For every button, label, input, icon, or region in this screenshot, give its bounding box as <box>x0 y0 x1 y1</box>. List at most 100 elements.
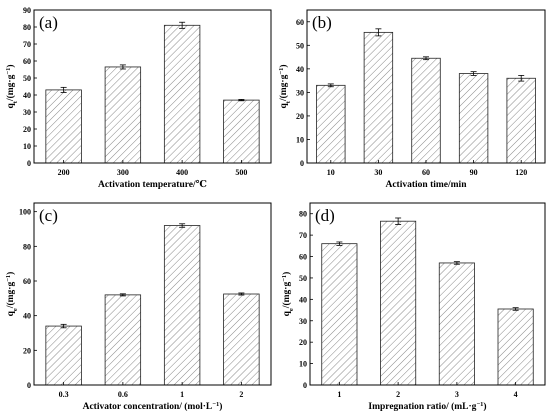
x-axis-title: Activation time/min <box>385 180 467 190</box>
y-tick-label: 20 <box>296 112 304 121</box>
bar <box>497 308 534 386</box>
y-tick-label: 0 <box>300 159 304 168</box>
y-tick-label: 20 <box>23 346 31 355</box>
y-tick-label: 20 <box>23 125 31 134</box>
y-tick-label: 70 <box>23 40 31 49</box>
error-bar <box>119 64 126 70</box>
error-bar <box>470 71 477 76</box>
error-bar <box>336 241 343 246</box>
y-axis-title: qt/(mg·g−1) <box>5 65 19 109</box>
error-bar <box>238 99 245 102</box>
error-bar <box>238 292 245 296</box>
y-tick-label: 10 <box>23 142 31 151</box>
y-tick-label: 50 <box>296 41 304 50</box>
error-bar <box>119 293 126 297</box>
bar <box>363 31 394 164</box>
x-tick-label: 0.3 <box>59 390 69 399</box>
plot-frame <box>306 9 546 164</box>
y-tick-label: 30 <box>296 88 304 97</box>
y-tick-label: 80 <box>23 23 31 32</box>
y-tick-label: 30 <box>299 317 307 326</box>
chart-panel-a: 200 300 400 500 0 10 20 30 40 50 60 70 80 90 (a) Activa… <box>5 6 272 190</box>
bar <box>321 243 358 386</box>
y-tick-label: 40 <box>23 312 31 321</box>
error-bar <box>512 307 519 311</box>
y-tick-label: 0 <box>27 159 31 168</box>
bar <box>104 294 142 386</box>
bar <box>45 89 82 164</box>
bar <box>506 77 536 164</box>
y-tick-label: 60 <box>23 57 31 66</box>
x-tick-label: 400 <box>176 168 188 177</box>
bar <box>223 293 260 386</box>
y-tick-label: 20 <box>299 338 307 347</box>
x-tick-label: 2 <box>396 390 400 399</box>
x-tick-label: 1 <box>180 390 184 399</box>
x-axis-title: Impregnation ratio/ (mL·g−1) <box>368 401 486 413</box>
error-bar <box>395 217 402 225</box>
y-tick-label: 50 <box>23 74 31 83</box>
y-tick-label: 40 <box>299 295 307 304</box>
panel-label: (d) <box>315 206 335 225</box>
x-tick-label: 500 <box>235 168 247 177</box>
error-bar <box>327 83 334 88</box>
error-bar <box>518 75 525 82</box>
x-tick-label: 60 <box>422 168 430 177</box>
y-tick-label: 0 <box>303 381 307 390</box>
x-tick-label: 30 <box>374 168 382 177</box>
x-tick-label: 4 <box>514 390 518 399</box>
error-bar <box>423 56 429 61</box>
panel-label: (b) <box>312 13 332 32</box>
error-bar <box>60 86 67 93</box>
bar <box>104 66 142 164</box>
y-tick-label: 70 <box>299 231 307 240</box>
y-tick-label: 80 <box>23 242 31 251</box>
bar <box>223 99 260 164</box>
y-tick-label: 60 <box>23 277 31 286</box>
error-bar <box>179 21 186 29</box>
bar <box>316 84 346 164</box>
y-tick-label: 30 <box>23 108 31 117</box>
y-tick-label: 50 <box>299 274 307 283</box>
bar <box>411 57 441 164</box>
y-tick-label: 90 <box>23 6 31 15</box>
error-bar <box>60 323 67 329</box>
error-bar <box>179 223 186 228</box>
plot-frame <box>33 202 272 386</box>
plot-frame <box>309 202 546 386</box>
error-bar <box>375 28 382 37</box>
x-tick-label: 0.6 <box>118 390 128 399</box>
x-tick-label: 3 <box>455 390 459 399</box>
bar <box>163 225 201 386</box>
y-tick-label: 60 <box>299 253 307 262</box>
x-tick-label: 200 <box>58 168 70 177</box>
bar <box>45 325 82 386</box>
plot-frame <box>33 9 272 164</box>
x-tick-label: 120 <box>515 168 527 177</box>
x-tick-label: 300 <box>117 168 129 177</box>
x-axis-title: Activation temperature/℃ <box>98 180 207 190</box>
chart-panel-b: 10 30 60 90 120 0 10 20 30 40 50 60 (b) Activation ti… <box>278 9 546 190</box>
y-tick-label: 10 <box>299 360 307 369</box>
y-tick-label: 0 <box>27 381 31 390</box>
y-axis-title: qt/(mg·g−1) <box>278 65 292 109</box>
y-tick-label: 100 <box>19 208 31 217</box>
x-tick-label: 1 <box>337 390 341 399</box>
y-tick-label: 40 <box>23 91 31 100</box>
bar <box>438 262 475 386</box>
x-tick-label: 2 <box>239 390 243 399</box>
x-tick-label: 10 <box>327 168 335 177</box>
x-axis-title: Activator concentration/ (mol·L−1) <box>83 401 223 413</box>
y-tick-label: 60 <box>296 18 304 27</box>
bar <box>380 220 417 386</box>
panel-label: (a) <box>39 13 58 32</box>
bar <box>163 24 201 164</box>
y-axis-title: qe/(mg·g−1) <box>281 272 295 317</box>
bar <box>458 73 489 164</box>
x-tick-label: 90 <box>470 168 478 177</box>
error-bar <box>453 261 460 265</box>
y-tick-label: 40 <box>296 65 304 74</box>
